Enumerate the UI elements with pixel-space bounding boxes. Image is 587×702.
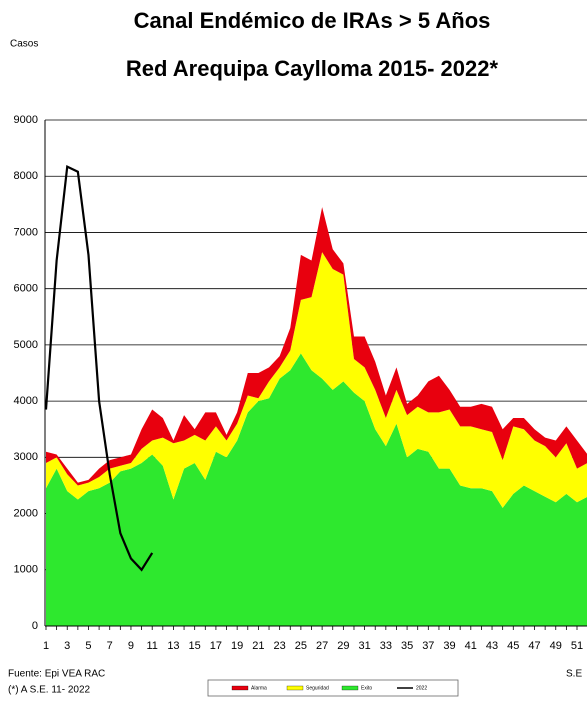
x-tick-label: 15 xyxy=(189,640,201,652)
y-tick-label: 0 xyxy=(32,620,38,632)
x-tick-label: 31 xyxy=(358,640,370,652)
legend-box xyxy=(207,679,459,697)
x-tick-label: 23 xyxy=(274,640,286,652)
x-tick-label: 9 xyxy=(128,640,134,652)
x-tick-label: 1 xyxy=(43,640,49,652)
y-tick-label: 3000 xyxy=(14,451,38,463)
x-tick-label: 13 xyxy=(167,640,179,652)
y-tick-label: 8000 xyxy=(14,170,38,182)
x-tick-label: 33 xyxy=(380,640,392,652)
x-tick-label: 39 xyxy=(443,640,455,652)
x-tick-label: 17 xyxy=(210,640,222,652)
plot-area xyxy=(45,119,587,627)
x-tick-label: 11 xyxy=(146,640,157,652)
legend-swatch xyxy=(341,685,359,691)
legend-label: Alarma xyxy=(251,685,267,691)
legend-swatch xyxy=(231,685,249,691)
y-tick-label: 6000 xyxy=(14,283,38,295)
x-tick-label: 19 xyxy=(231,640,243,652)
y-tick-label: 5000 xyxy=(14,339,38,351)
area-band xyxy=(46,353,587,626)
x-tick-label: 47 xyxy=(528,640,540,652)
x-tick-label: 49 xyxy=(550,640,562,652)
x-tick-label: 45 xyxy=(507,640,519,652)
area-band xyxy=(46,252,587,508)
footnote: (*) A S.E. 11- 2022 xyxy=(8,685,91,696)
legend-label: 2022 xyxy=(416,685,427,691)
legend-swatch xyxy=(286,685,304,691)
x-tick-label: 7 xyxy=(107,640,113,652)
x-axis-label: S.E xyxy=(566,669,582,680)
x-tick-label: 37 xyxy=(422,640,434,652)
legend-label: Exito xyxy=(361,685,372,691)
y-tick-label: 2000 xyxy=(14,507,38,519)
x-tick-label: 27 xyxy=(316,640,328,652)
x-tick-label: 35 xyxy=(401,640,413,652)
x-tick-label: 41 xyxy=(465,640,477,652)
y-tick-label: 9000 xyxy=(14,114,38,126)
x-tick-label: 21 xyxy=(252,640,264,652)
y-tick-label: 7000 xyxy=(14,226,38,238)
legend-label: Seguridad xyxy=(306,685,329,691)
y-tick-label: 1000 xyxy=(14,564,38,576)
chart-title: Canal Endémico de IRAs > 5 Años xyxy=(134,8,491,33)
chart-subtitle: Red Arequipa Caylloma 2015- 2022* xyxy=(126,56,499,81)
source-note: Fuente: Epi VEA RAC xyxy=(8,669,105,680)
y-tick-label: 4000 xyxy=(14,395,38,407)
x-tick-label: 5 xyxy=(85,640,91,652)
line-2022 xyxy=(45,165,154,572)
area-band xyxy=(46,207,587,486)
x-tick-label: 43 xyxy=(486,640,498,652)
x-tick-label: 29 xyxy=(337,640,349,652)
x-tick-label: 51 xyxy=(571,640,583,652)
y-axis-label: Casos xyxy=(10,39,38,50)
x-tick-label: 3 xyxy=(64,640,70,652)
x-tick-label: 25 xyxy=(295,640,307,652)
